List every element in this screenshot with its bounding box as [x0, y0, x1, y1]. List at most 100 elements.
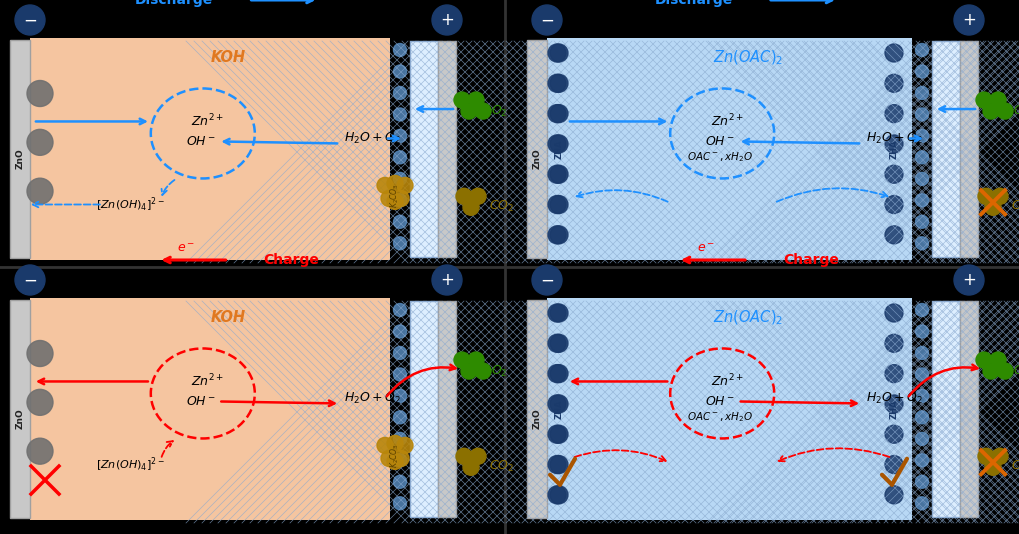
Circle shape — [978, 189, 994, 205]
Circle shape — [915, 151, 928, 164]
Text: $-$: $-$ — [22, 11, 37, 29]
Circle shape — [548, 456, 566, 474]
Circle shape — [397, 177, 413, 193]
Text: KOH: KOH — [211, 310, 246, 326]
Circle shape — [387, 193, 403, 209]
Bar — [527, 40, 547, 258]
Text: $OAC^-, xH_2O$: $OAC^-, xH_2O$ — [687, 151, 753, 164]
Circle shape — [884, 195, 903, 214]
Circle shape — [548, 105, 566, 123]
Text: $+$: $+$ — [962, 11, 976, 29]
Circle shape — [978, 448, 994, 464]
Circle shape — [915, 389, 928, 403]
Circle shape — [954, 265, 984, 295]
Circle shape — [393, 129, 407, 143]
Circle shape — [550, 105, 568, 123]
Bar — [438, 301, 455, 517]
Circle shape — [393, 433, 407, 445]
Circle shape — [993, 448, 1008, 464]
Circle shape — [461, 363, 477, 379]
Circle shape — [884, 334, 903, 352]
Circle shape — [884, 105, 903, 123]
Circle shape — [26, 129, 53, 155]
Circle shape — [393, 87, 407, 99]
Text: ZHA: ZHA — [890, 399, 899, 419]
Circle shape — [915, 65, 928, 78]
Circle shape — [915, 303, 928, 317]
Text: KOH: KOH — [211, 51, 246, 66]
Circle shape — [884, 395, 903, 413]
Bar — [527, 300, 547, 518]
Circle shape — [548, 486, 566, 504]
Text: $Zn^{2+}$: $Zn^{2+}$ — [710, 113, 744, 130]
Circle shape — [393, 475, 407, 488]
Circle shape — [393, 108, 407, 121]
Text: $Zn^{2+}$: $Zn^{2+}$ — [192, 113, 224, 130]
Text: $CO_2$: $CO_2$ — [1011, 199, 1019, 214]
Circle shape — [393, 65, 407, 78]
Circle shape — [915, 475, 928, 488]
Circle shape — [387, 435, 403, 451]
Circle shape — [983, 103, 999, 119]
Text: $O_2$: $O_2$ — [491, 364, 507, 379]
Text: $OAC^-, xH_2O$: $OAC^-, xH_2O$ — [687, 411, 753, 425]
Bar — [410, 301, 438, 517]
Circle shape — [454, 352, 470, 368]
Circle shape — [915, 454, 928, 467]
Text: ZnO: ZnO — [15, 409, 24, 429]
Circle shape — [997, 103, 1013, 119]
Circle shape — [393, 497, 407, 510]
Bar — [960, 41, 978, 257]
Circle shape — [393, 172, 407, 185]
Text: ZHA: ZHA — [890, 139, 899, 159]
Text: $[Zn(OH)_4]^{2-}$: $[Zn(OH)_4]^{2-}$ — [97, 456, 165, 474]
Circle shape — [432, 5, 462, 35]
Circle shape — [377, 437, 393, 453]
Circle shape — [548, 74, 566, 92]
Circle shape — [884, 135, 903, 153]
Bar — [547, 298, 912, 520]
Text: $OH^-$: $OH^-$ — [705, 395, 736, 408]
Text: $e^-$: $e^-$ — [697, 241, 715, 255]
Text: $O_2$: $O_2$ — [1013, 364, 1019, 379]
Circle shape — [915, 325, 928, 338]
Text: $-$: $-$ — [540, 11, 554, 29]
Bar — [10, 300, 30, 518]
Circle shape — [548, 135, 566, 153]
Text: ZnO: ZnO — [533, 148, 541, 169]
Circle shape — [993, 189, 1008, 205]
Circle shape — [548, 395, 566, 413]
Text: Charge: Charge — [264, 253, 319, 267]
Circle shape — [548, 425, 566, 443]
Circle shape — [884, 74, 903, 92]
Circle shape — [387, 453, 403, 469]
Circle shape — [548, 44, 566, 62]
Bar — [547, 38, 912, 260]
Text: $OH^-$: $OH^-$ — [185, 135, 216, 148]
Circle shape — [393, 191, 409, 207]
Circle shape — [387, 175, 403, 191]
Circle shape — [26, 389, 53, 415]
Circle shape — [550, 486, 568, 504]
Text: Discharge: Discharge — [136, 0, 214, 7]
Circle shape — [915, 347, 928, 359]
Circle shape — [884, 365, 903, 383]
Text: $K_2CO_3$: $K_2CO_3$ — [389, 183, 401, 208]
Circle shape — [393, 389, 407, 403]
Text: $OH^-$: $OH^-$ — [185, 395, 216, 408]
Circle shape — [455, 448, 472, 464]
Circle shape — [884, 304, 903, 322]
Text: ZHA: ZHA — [554, 399, 564, 419]
Circle shape — [393, 215, 407, 229]
Circle shape — [393, 347, 407, 359]
Circle shape — [475, 103, 491, 119]
Circle shape — [381, 450, 397, 466]
Circle shape — [461, 103, 477, 119]
Circle shape — [432, 265, 462, 295]
Circle shape — [15, 265, 45, 295]
Circle shape — [550, 165, 568, 183]
Circle shape — [26, 81, 53, 106]
Circle shape — [397, 437, 413, 453]
Circle shape — [915, 108, 928, 121]
Circle shape — [532, 265, 562, 295]
